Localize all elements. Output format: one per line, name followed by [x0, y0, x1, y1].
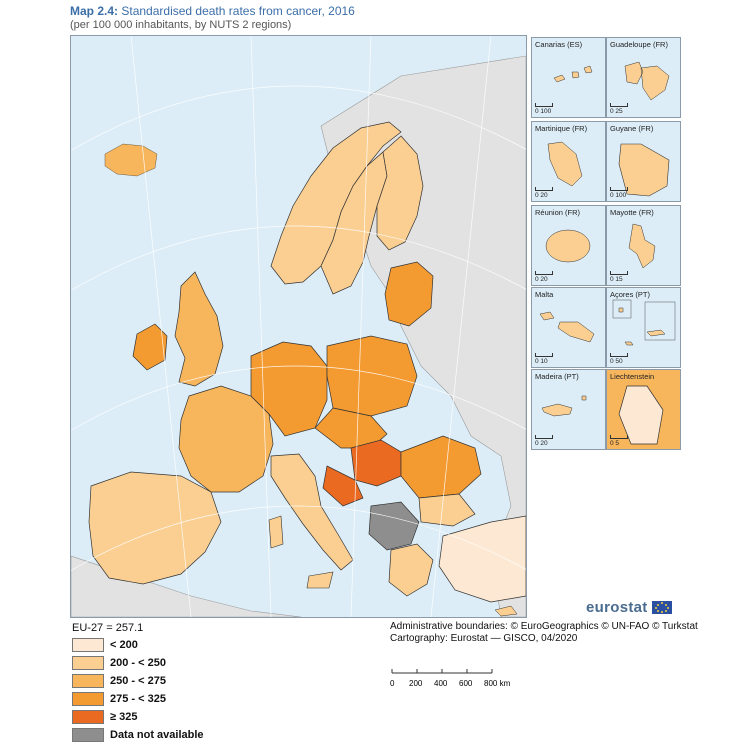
scale-tick: 400	[434, 679, 448, 688]
cyprus-region	[494, 605, 518, 617]
scale-tick: 600	[459, 679, 473, 688]
legend-item: ≥ 325	[72, 709, 137, 724]
hungary-region	[350, 439, 402, 487]
legend-reference: EU-27 = 257.1	[72, 622, 144, 634]
legend-item: Data not available	[72, 727, 204, 742]
germany-region	[250, 341, 328, 437]
scale-tick: 800 km	[484, 679, 510, 688]
credit-boundaries: Administrative boundaries: © EuroGeograp…	[390, 621, 698, 632]
iceland-region	[104, 143, 158, 177]
iberia-region	[88, 471, 222, 585]
poland-region	[326, 335, 418, 417]
inset-canarias: Canarias (ES) 0 100	[531, 37, 606, 118]
inset-acores: Açores (PT) 0 50	[606, 287, 681, 368]
greece-region	[388, 543, 434, 597]
scale-bar: 0 200 400 600 800 km	[390, 667, 511, 695]
eurostat-logo: eurostat	[586, 598, 682, 616]
romania-region	[400, 435, 482, 499]
europe-map	[70, 35, 527, 618]
credit-cartography: Cartography: Eurostat — GISCO, 04/2020	[390, 633, 578, 644]
legend-item: 275 - < 325	[72, 691, 166, 706]
france-region	[178, 385, 274, 493]
sardinia-region	[268, 515, 284, 549]
eu-flag-icon	[651, 600, 672, 614]
norway-region	[270, 121, 402, 285]
finland-region	[376, 135, 424, 251]
europe-map-svg	[71, 36, 526, 617]
scale-tick: 0	[390, 679, 395, 688]
inset-malta: Malta 0 10	[531, 287, 606, 368]
inset-guadeloupe: Guadeloupe (FR) 0 25	[606, 37, 681, 118]
italy-region	[270, 453, 354, 571]
scale-tick: 200	[409, 679, 423, 688]
inset-madeira: Madeira (PT) 0 20	[531, 369, 606, 450]
legend-item: < 200	[72, 637, 138, 652]
central-europe-region	[314, 407, 388, 449]
uk-region	[174, 271, 224, 387]
sicily-region	[306, 571, 334, 589]
map-title: Map 2.4: Standardised death rates from c…	[70, 4, 355, 18]
inset-mayotte: Mayotte (FR) 0 15	[606, 205, 681, 286]
legend-item: 200 - < 250	[72, 655, 166, 670]
baltic-region	[384, 261, 434, 327]
map-subtitle: (per 100 000 inhabitants, by NUTS 2 regi…	[70, 19, 292, 31]
inset-reunion: Réunion (FR) 0 20	[531, 205, 606, 286]
balkans-na-region	[368, 501, 420, 551]
turkey-region	[438, 515, 526, 603]
bulgaria-region	[418, 493, 476, 527]
inset-guyane: Guyane (FR) 0 100	[606, 121, 681, 202]
legend-item: 250 - < 275	[72, 673, 166, 688]
ireland-region	[132, 323, 168, 371]
inset-martinique: Martinique (FR) 0 20	[531, 121, 606, 202]
croatia-region	[322, 465, 364, 507]
inset-liechtenstein: Liechtenstein 0 5	[606, 369, 681, 450]
